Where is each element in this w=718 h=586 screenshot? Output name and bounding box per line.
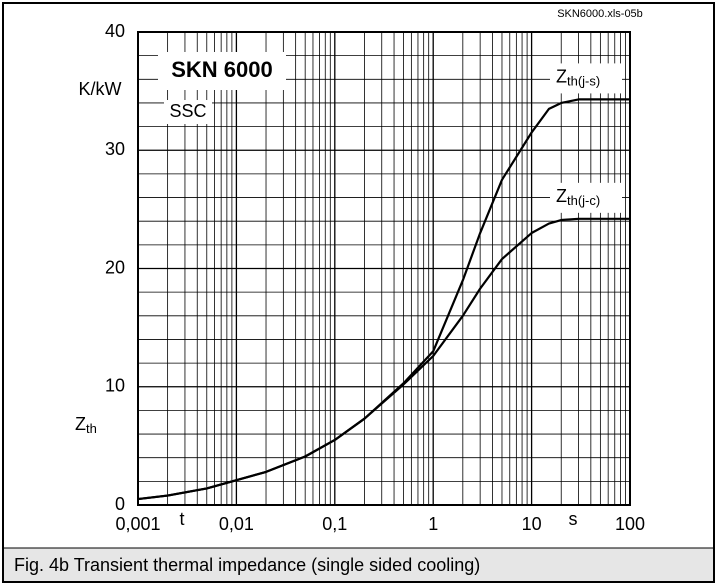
series-line — [137, 217, 630, 501]
x-tick-label: 0,01 — [219, 514, 254, 534]
x-tick-label: 1 — [428, 514, 438, 534]
subtitle: SSC — [169, 101, 206, 121]
subtitle-box — [164, 100, 212, 124]
y-tick-label: 10 — [105, 376, 125, 396]
file-label: SKN6000.xls-05b — [557, 8, 643, 20]
y-tick-label: 30 — [105, 139, 125, 159]
y-tick-label: 40 — [105, 21, 125, 41]
y-label-sub: th — [86, 421, 97, 436]
y-tick-label: 20 — [105, 257, 125, 277]
series-label: Zth(j-s) — [556, 66, 600, 89]
title: SKN 6000 — [171, 57, 273, 82]
x-unit: s — [569, 509, 578, 529]
x-label: t — [179, 509, 184, 529]
caption-bar — [4, 548, 713, 581]
series-label-main: Z — [556, 66, 567, 86]
plot-border — [137, 31, 631, 506]
series-label-bg — [550, 63, 622, 94]
series-label-main: Z — [556, 186, 567, 206]
x-tick-label: 10 — [522, 514, 542, 534]
y-label-main: Z — [75, 414, 86, 434]
series-label-sub: th(j-s) — [567, 74, 600, 89]
x-tick-label: 0,001 — [115, 514, 160, 534]
y-label: Zth — [75, 414, 97, 437]
series-label-sub: th(j-c) — [567, 193, 600, 208]
y-unit: K/kW — [79, 79, 122, 99]
plot: 0,001 0,01 0,1 1 10 100 0 10 20 30 40 K/kW Zth t s SKN … — [75, 21, 645, 534]
series-label: Zth(j-c) — [556, 186, 600, 209]
series-label-bg — [550, 182, 622, 213]
y-tick-label: 0 — [115, 494, 125, 514]
x-tick-label: 100 — [615, 514, 645, 534]
title-box — [158, 52, 286, 90]
caption: Fig. 4b Transient thermal impedance (sin… — [14, 555, 480, 575]
x-tick-label: 0,1 — [322, 514, 347, 534]
